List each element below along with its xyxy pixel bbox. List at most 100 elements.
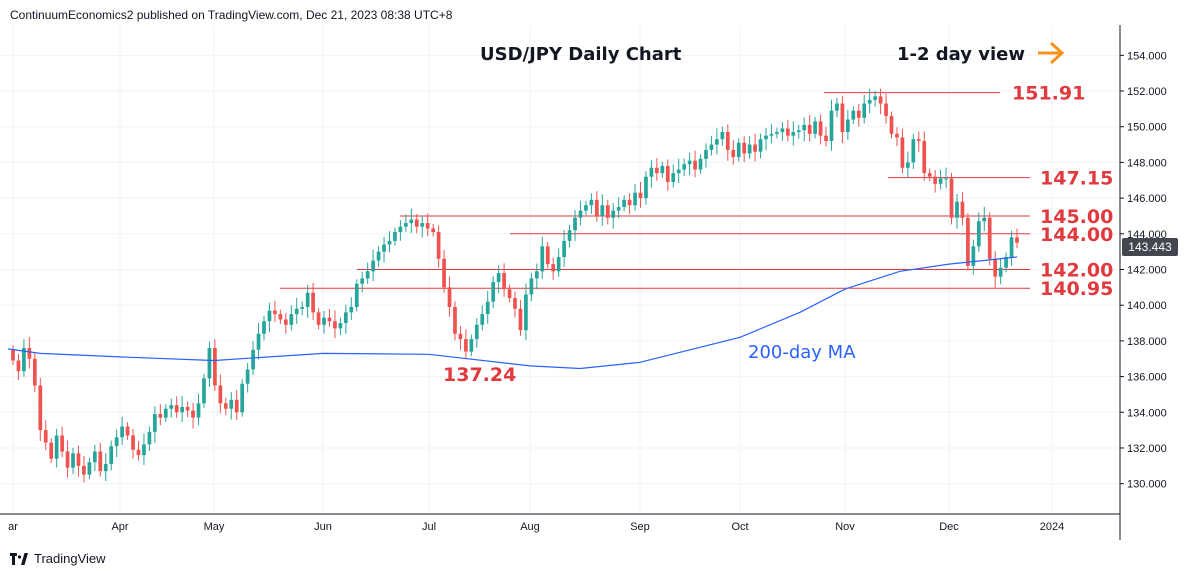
footer: TradingView [10, 551, 106, 566]
candle [404, 214, 408, 233]
candle [742, 136, 747, 163]
candle [840, 95, 845, 143]
candle-body [916, 139, 921, 142]
candle-body [802, 124, 807, 131]
y-tick-label: 130.000 [1127, 479, 1167, 491]
candle-body [987, 217, 992, 259]
y-tick-label: 138.000 [1127, 336, 1167, 348]
candle-body [835, 103, 839, 111]
candle [704, 143, 708, 168]
candle [354, 279, 359, 312]
candle [60, 426, 64, 458]
candle [496, 265, 501, 293]
x-tick-label: Aug [520, 521, 540, 533]
candle-body [1004, 257, 1008, 268]
candle [349, 297, 354, 321]
candle [878, 88, 883, 115]
candle [49, 438, 54, 464]
candle-body [829, 110, 834, 142]
candle-body [589, 199, 594, 206]
candle [813, 116, 817, 139]
candle-body [998, 267, 1003, 277]
y-tick-label: 132.000 [1127, 443, 1167, 455]
candle-body [283, 319, 288, 325]
candle-body [785, 128, 790, 136]
candle-body [993, 258, 998, 277]
level-144-00: 144.00 [510, 224, 1113, 246]
level-145-00: 145.00 [400, 206, 1113, 228]
candle [343, 304, 348, 334]
candle [338, 317, 343, 335]
candle [780, 121, 785, 141]
candle-body [431, 228, 436, 233]
y-tick-label: 152.000 [1127, 86, 1167, 98]
candle-body [223, 403, 228, 409]
candle [513, 291, 517, 318]
candle-body [665, 165, 670, 183]
candle-body [327, 317, 332, 322]
time-axis[interactable]: ar Apr May Jun Jul Aug Sep Oct Nov Dec 2024 [8, 521, 1064, 533]
axis-frame [0, 25, 1121, 540]
price-axis[interactable]: 154.000 152.000 150.000 148.000 146.000 144.0… [1120, 50, 1167, 491]
candle [529, 272, 534, 302]
candle-body [627, 199, 632, 206]
level-label: 145.00 [1040, 206, 1113, 228]
candle [589, 193, 594, 214]
candle [245, 362, 250, 393]
candle-body [191, 410, 195, 418]
y-tick-label: 154.000 [1127, 50, 1167, 62]
candle [715, 128, 719, 155]
candle-body [927, 173, 932, 177]
candle [698, 154, 703, 175]
candle [660, 161, 665, 178]
candle [43, 420, 48, 451]
tradingview-logo-icon [10, 552, 28, 565]
candle-body [764, 135, 768, 140]
candle [371, 249, 375, 282]
candle [949, 172, 954, 225]
candle-body [240, 383, 245, 413]
candle-body [594, 199, 599, 216]
candle-body [693, 160, 697, 170]
candle-body [976, 221, 981, 247]
candle [524, 283, 528, 340]
candle-body [54, 435, 59, 459]
candle-body [513, 298, 517, 309]
candle [791, 121, 796, 146]
candle-body [354, 283, 359, 307]
candle [442, 250, 446, 293]
candle-body [682, 164, 687, 170]
candle [644, 171, 648, 205]
candle-body [758, 139, 763, 152]
candle [851, 106, 856, 125]
candle-body [818, 121, 823, 136]
candle-body [633, 192, 637, 206]
candle [65, 440, 70, 478]
candle-body [196, 403, 201, 418]
candle-body [911, 139, 916, 163]
candle-body [496, 273, 501, 282]
candle [218, 374, 223, 414]
candle-body [425, 223, 430, 229]
candle-body [469, 339, 474, 352]
candle [256, 322, 261, 360]
candle [987, 212, 992, 266]
candle [229, 392, 234, 420]
candle [131, 428, 135, 459]
candle-body [229, 399, 234, 409]
candle [567, 224, 572, 248]
candle-body [856, 110, 861, 118]
candle-body [1015, 237, 1019, 243]
candle-body [731, 149, 736, 158]
candle-body [158, 414, 163, 418]
x-tick-label: Nov [835, 521, 855, 533]
candle [316, 307, 321, 330]
candle-body [704, 149, 708, 159]
candle-body [949, 178, 954, 218]
candle-body [387, 240, 392, 245]
candle [889, 111, 894, 139]
candle-body [534, 271, 539, 279]
y-tick-label: 148.000 [1127, 157, 1167, 169]
candle [425, 213, 430, 237]
